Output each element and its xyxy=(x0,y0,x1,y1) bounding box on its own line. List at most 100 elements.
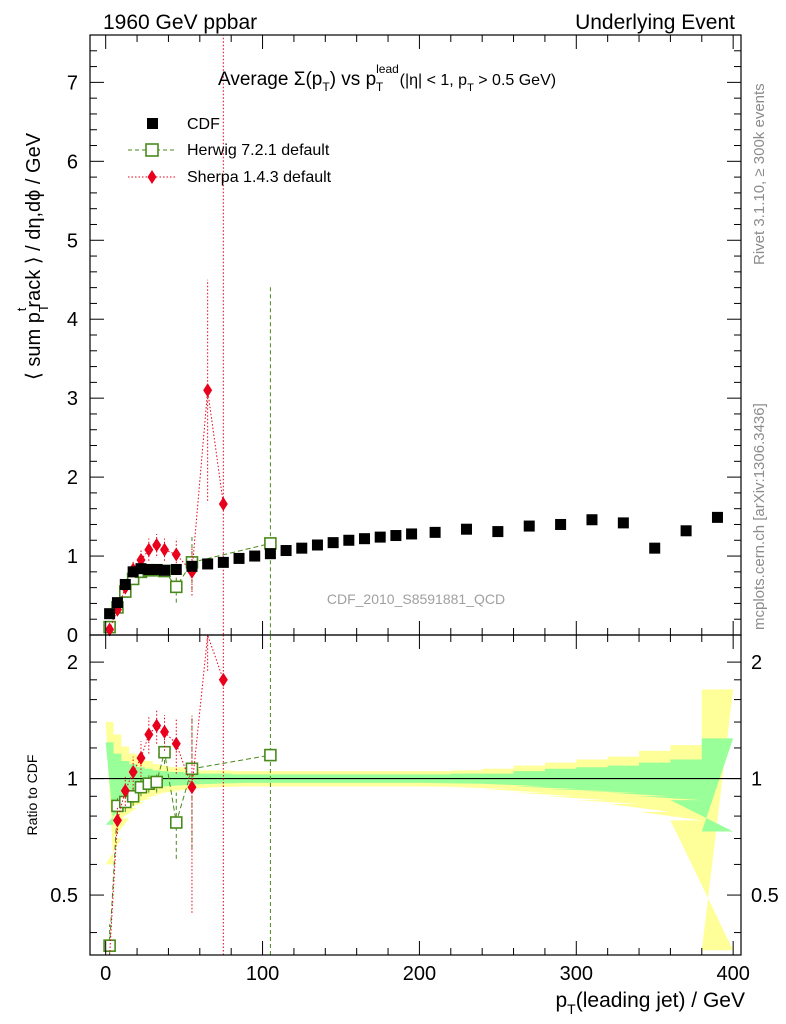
main-ticks: 0 1 2 3 4 5 6 7 xyxy=(67,35,741,647)
ratio-ytick-label-right: 2 xyxy=(751,652,762,674)
main-ytick-label: 3 xyxy=(67,388,78,410)
sherpa-point xyxy=(152,538,162,552)
main-ytick-label: 0 xyxy=(67,625,78,647)
legend-sherpa-marker xyxy=(147,170,157,184)
cdf-point xyxy=(711,511,723,523)
legend: CDF Herwig 7.2.1 default Sherpa 1.4.3 de… xyxy=(128,116,332,186)
sherpa-point xyxy=(144,542,154,557)
mcplots-label: mcplots.cern.ch [arXiv:1306.3436] xyxy=(751,403,768,630)
ratio-band-outer xyxy=(105,689,734,951)
cdf-point xyxy=(159,564,171,576)
legend-sherpa-label: Sherpa 1.4.3 default xyxy=(187,169,332,186)
cdf-point xyxy=(327,537,339,549)
main-title: Average Σ(pT) vs plead T (|η| < 1, pT > 0… xyxy=(218,62,556,94)
sherpa-point xyxy=(218,496,228,511)
cdf-point xyxy=(649,542,661,554)
cdf-point xyxy=(617,517,629,529)
ratio-herwig-point xyxy=(126,789,140,803)
main-ytick-label: 2 xyxy=(67,467,78,489)
cdf-point xyxy=(170,563,182,575)
ratio-sherpa-point xyxy=(218,672,228,687)
ratio-plot-frame xyxy=(89,634,742,956)
ratio-sherpa-point xyxy=(136,751,146,766)
ratio-herwig-point xyxy=(158,745,171,759)
ratio-ytick-label-right: 0.5 xyxy=(751,885,779,907)
ratio-herwig-point xyxy=(169,816,183,829)
ratio-herwig-point xyxy=(150,775,163,789)
herwig-point xyxy=(169,580,183,594)
ratio-ytick-label: 2 xyxy=(67,652,78,674)
main-ytick-label: 1 xyxy=(67,546,78,568)
ratio-data-layer xyxy=(90,634,741,956)
main-data-layer xyxy=(103,35,723,637)
ratio-ticks: 0.5 0.5 1 1 2 2 0 100 200 300 400 xyxy=(50,635,779,985)
cdf-point xyxy=(680,525,692,537)
legend-herwig-marker xyxy=(145,143,159,157)
cdf-point xyxy=(264,548,276,560)
ratio-xtick-label: 0 xyxy=(100,963,111,985)
ratio-sherpa-point xyxy=(144,727,154,742)
main-plot: 0 1 2 3 4 5 6 7 Average Σ(pT) vs plead T (|η| < … xyxy=(14,34,742,647)
cdf-point xyxy=(492,526,504,538)
ratio-plot: 0.5 0.5 1 1 2 2 0 100 200 300 400 Ratio to CDF pT(… xyxy=(24,634,779,1017)
ratio-ytick-label: 1 xyxy=(67,769,78,791)
ratio-xtick-label: 200 xyxy=(403,963,436,985)
ratio-sherpa-point xyxy=(187,780,197,795)
legend-cdf-marker xyxy=(147,118,158,129)
ratio-sherpa-point xyxy=(120,783,130,798)
ratio-band-inner xyxy=(105,738,734,832)
rivet-label: Rivet 3.1.10, ≥ 300k events xyxy=(751,83,768,265)
sherpa-point xyxy=(160,542,170,557)
herwig-line xyxy=(109,542,271,628)
ratio-xtick-label: 300 xyxy=(560,963,593,985)
cdf-point xyxy=(104,608,116,620)
sherpa-point xyxy=(105,622,115,637)
cdf-point xyxy=(111,597,123,609)
cdf-point xyxy=(555,518,567,530)
cdf-point xyxy=(460,523,472,535)
cdf-point xyxy=(127,566,139,578)
ratio-sherpa-point xyxy=(171,736,181,751)
ratio-ylabel: Ratio to CDF xyxy=(24,755,40,836)
cdf-point xyxy=(390,530,402,542)
analysis-watermark: CDF_2010_S8591881_QCD xyxy=(327,591,505,607)
ratio-herwig-point xyxy=(264,748,277,762)
legend-herwig-label: Herwig 7.2.1 default xyxy=(187,142,330,159)
ratio-ytick-label-right: 1 xyxy=(751,769,762,791)
ratio-xlabel: pT(leading jet) / GeV xyxy=(555,989,745,1017)
ratio-sherpa-line xyxy=(109,634,224,956)
header-right: Underlying Event xyxy=(575,11,735,34)
cdf-point xyxy=(523,520,535,532)
herwig-point xyxy=(264,537,277,550)
cdf-point xyxy=(296,542,308,554)
cdf-point xyxy=(429,526,441,538)
legend-cdf-label: CDF xyxy=(187,116,220,133)
cdf-point xyxy=(311,539,323,551)
header-left: 1960 GeV ppbar xyxy=(103,11,257,34)
cdf-point xyxy=(280,545,292,557)
cdf-point xyxy=(135,563,147,575)
main-ytick-label: 7 xyxy=(67,72,78,94)
cdf-point xyxy=(359,533,371,545)
ratio-xtick-label: 400 xyxy=(716,963,749,985)
sherpa-point xyxy=(203,383,213,398)
cdf-point xyxy=(249,550,261,562)
cdf-point xyxy=(202,558,214,570)
cdf-point xyxy=(374,531,386,543)
ratio-sherpa-point xyxy=(152,718,162,733)
cdf-point xyxy=(406,528,418,540)
cdf-point xyxy=(586,514,598,526)
cdf-point xyxy=(233,552,245,564)
main-ytick-label: 5 xyxy=(67,230,78,252)
ratio-sherpa-point xyxy=(128,764,138,779)
cdf-point xyxy=(186,560,198,572)
main-ylabel: ⟨ sum pTtrack ⟩ / dη,dϕ / GeV xyxy=(14,132,51,380)
cdf-point xyxy=(343,534,355,546)
cdf-point xyxy=(143,563,155,575)
main-ytick-label: 4 xyxy=(67,309,78,331)
ratio-ytick-label: 0.5 xyxy=(50,885,78,907)
main-ytick-label: 6 xyxy=(67,151,78,173)
ratio-sherpa-point xyxy=(112,813,122,828)
sherpa-point xyxy=(171,547,181,562)
